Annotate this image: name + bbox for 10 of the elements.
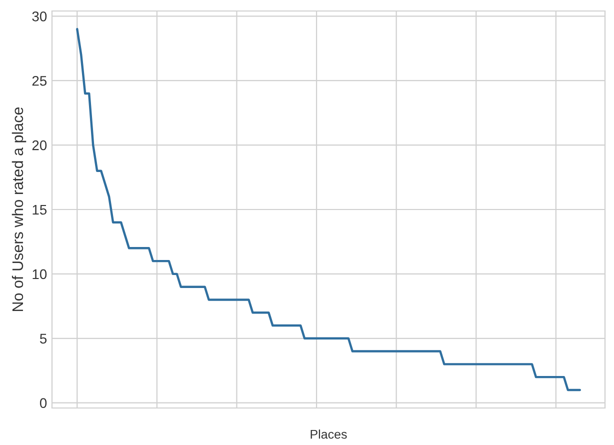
x-axis-title: Places <box>310 430 347 439</box>
line-series <box>76 28 581 392</box>
y-tick-label: 5 <box>40 334 47 344</box>
y-tick-label: 15 <box>32 204 47 215</box>
y-tick-label: 0 <box>40 398 47 408</box>
y-tick-label: 10 <box>32 269 47 280</box>
y-tick-label: 25 <box>32 76 47 86</box>
y-axis-title: No of Users who rated a place <box>12 107 26 311</box>
y-tick-label: 20 <box>32 140 47 150</box>
y-tick-label: 30 <box>32 11 47 22</box>
